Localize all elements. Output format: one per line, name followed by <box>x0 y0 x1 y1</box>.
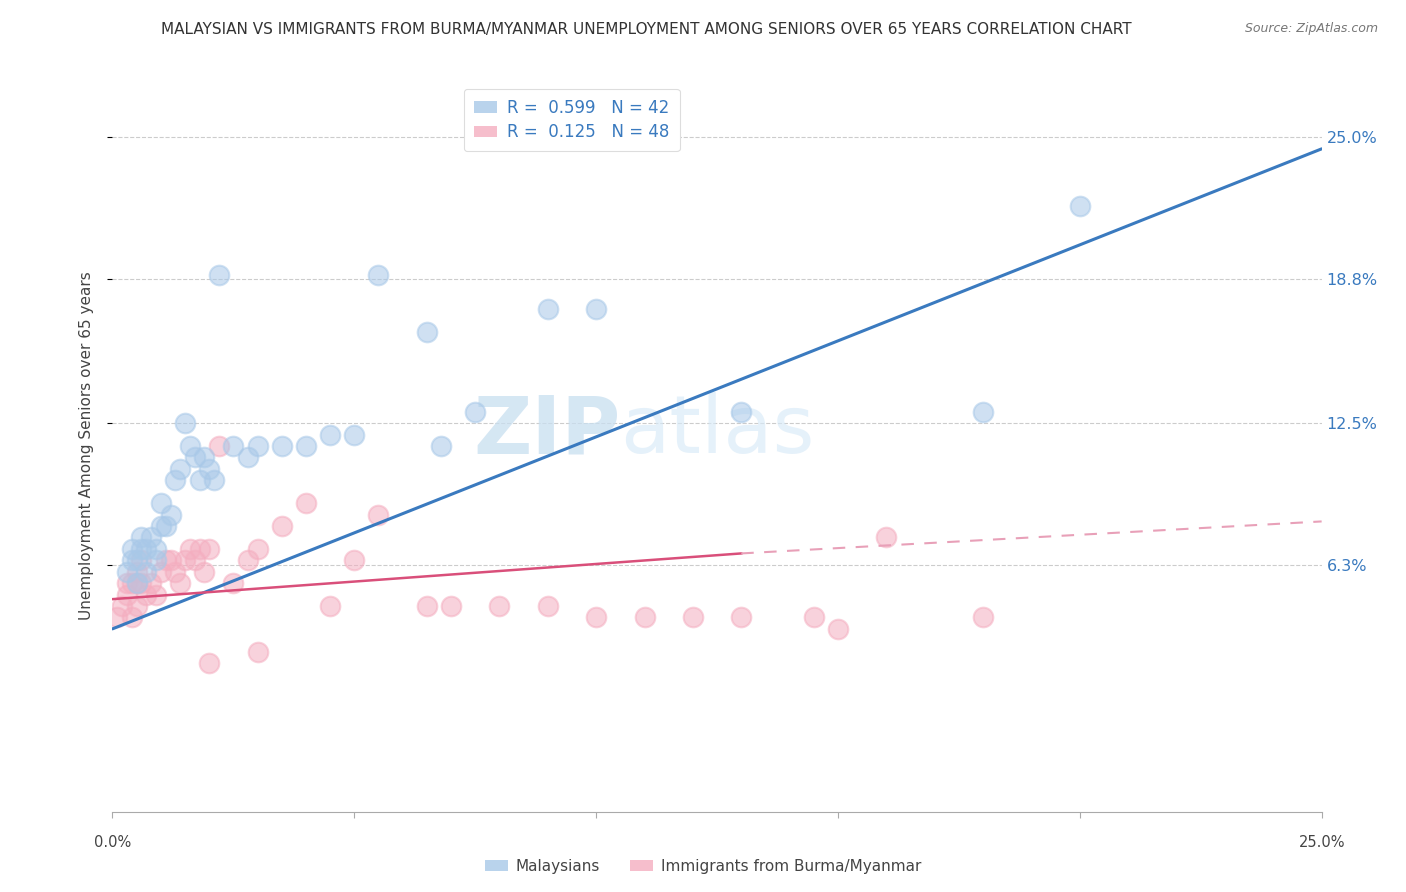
Point <box>236 553 259 567</box>
Point <box>270 439 292 453</box>
Point <box>141 576 163 591</box>
Point <box>149 565 172 579</box>
Point <box>488 599 510 613</box>
Point <box>121 610 143 624</box>
Point <box>343 427 366 442</box>
Point <box>827 622 849 636</box>
Point <box>131 553 153 567</box>
Text: atlas: atlas <box>620 392 814 470</box>
Point <box>416 325 439 339</box>
Point <box>202 473 225 487</box>
Text: ZIP: ZIP <box>472 392 620 470</box>
Point <box>125 553 148 567</box>
Point <box>115 576 138 591</box>
Point <box>730 405 752 419</box>
Point <box>121 541 143 556</box>
Point <box>198 462 221 476</box>
Text: Source: ZipAtlas.com: Source: ZipAtlas.com <box>1244 22 1378 36</box>
Point <box>179 541 201 556</box>
Point <box>145 541 167 556</box>
Point <box>135 588 157 602</box>
Point <box>319 427 342 442</box>
Point <box>105 610 128 624</box>
Point <box>179 439 201 453</box>
Point <box>169 462 191 476</box>
Point <box>174 553 197 567</box>
Point <box>115 565 138 579</box>
Point <box>585 301 607 316</box>
Point <box>188 473 211 487</box>
Point <box>131 530 153 544</box>
Point <box>141 530 163 544</box>
Point <box>149 519 172 533</box>
Point <box>125 599 148 613</box>
Text: 0.0%: 0.0% <box>94 835 131 849</box>
Point <box>155 553 177 567</box>
Point <box>319 599 342 613</box>
Point <box>165 473 187 487</box>
Point <box>135 565 157 579</box>
Point <box>440 599 463 613</box>
Point <box>295 496 318 510</box>
Text: MALAYSIAN VS IMMIGRANTS FROM BURMA/MYANMAR UNEMPLOYMENT AMONG SENIORS OVER 65 YE: MALAYSIAN VS IMMIGRANTS FROM BURMA/MYANM… <box>162 22 1132 37</box>
Point <box>246 541 269 556</box>
Point <box>193 450 215 465</box>
Legend: Malaysians, Immigrants from Burma/Myanmar: Malaysians, Immigrants from Burma/Myanma… <box>478 853 928 880</box>
Point <box>1069 199 1091 213</box>
Point <box>174 416 197 430</box>
Point <box>343 553 366 567</box>
Point <box>183 450 205 465</box>
Text: 25.0%: 25.0% <box>1298 835 1346 849</box>
Point <box>682 610 704 624</box>
Point <box>135 541 157 556</box>
Point <box>208 268 231 282</box>
Point <box>169 576 191 591</box>
Point <box>149 496 172 510</box>
Point <box>125 565 148 579</box>
Point <box>125 576 148 591</box>
Point <box>131 576 153 591</box>
Y-axis label: Unemployment Among Seniors over 65 years: Unemployment Among Seniors over 65 years <box>79 272 94 620</box>
Point <box>198 656 221 670</box>
Point <box>145 588 167 602</box>
Point <box>222 439 245 453</box>
Legend: R =  0.599   N = 42, R =  0.125   N = 48: R = 0.599 N = 42, R = 0.125 N = 48 <box>464 88 681 152</box>
Point <box>165 565 187 579</box>
Point <box>537 301 560 316</box>
Point <box>188 541 211 556</box>
Point <box>730 610 752 624</box>
Point <box>222 576 245 591</box>
Point <box>416 599 439 613</box>
Point <box>111 599 134 613</box>
Point <box>537 599 560 613</box>
Point <box>367 508 389 522</box>
Point <box>246 439 269 453</box>
Point <box>159 508 181 522</box>
Point <box>246 645 269 659</box>
Point <box>145 553 167 567</box>
Point <box>121 553 143 567</box>
Point <box>198 541 221 556</box>
Point <box>236 450 259 465</box>
Point <box>972 610 994 624</box>
Point <box>193 565 215 579</box>
Point <box>121 576 143 591</box>
Point <box>155 519 177 533</box>
Point <box>125 576 148 591</box>
Point <box>803 610 825 624</box>
Point <box>183 553 205 567</box>
Point <box>131 541 153 556</box>
Point <box>972 405 994 419</box>
Point <box>270 519 292 533</box>
Point <box>295 439 318 453</box>
Point <box>208 439 231 453</box>
Point <box>585 610 607 624</box>
Point <box>115 588 138 602</box>
Point <box>464 405 486 419</box>
Point <box>875 530 897 544</box>
Point <box>430 439 453 453</box>
Point <box>367 268 389 282</box>
Point <box>159 553 181 567</box>
Point <box>633 610 655 624</box>
